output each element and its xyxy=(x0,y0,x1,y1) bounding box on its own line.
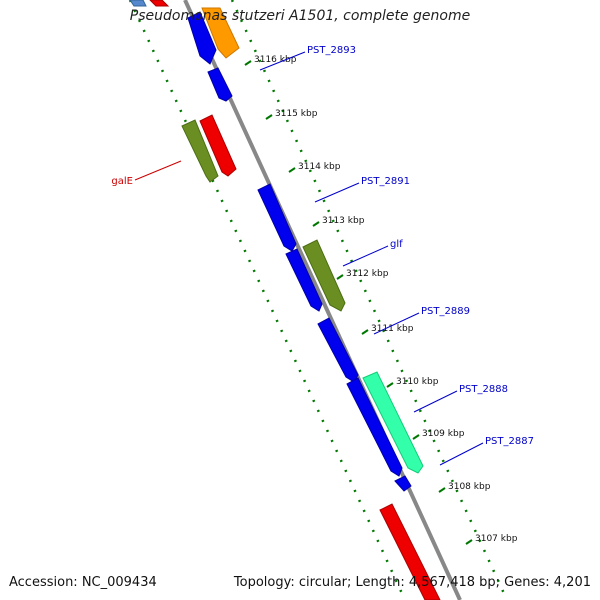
kbp-tick-mark xyxy=(244,60,252,66)
gene-label-connector xyxy=(413,390,458,413)
gene-blue-top xyxy=(129,0,147,7)
gene-aqua xyxy=(362,371,424,474)
gene-blue-pst2888 xyxy=(346,377,403,477)
gene-blue-top-left xyxy=(187,11,217,65)
gene-label-pst-2887[interactable]: PST_2887 xyxy=(485,436,534,447)
kbp-tick-mark xyxy=(386,382,394,388)
kbp-tick-label: 3108 kbp xyxy=(448,482,491,492)
kbp-tick-label: 3107 kbp xyxy=(475,534,518,544)
accession-text: Accession: NC_009434 xyxy=(9,575,157,590)
kbp-tick-mark xyxy=(465,539,473,545)
outer-dotted-guide-right xyxy=(230,0,509,600)
gene-label-connector xyxy=(314,182,360,203)
kbp-tick-label: 3115 kbp xyxy=(275,109,318,119)
kbp-tick-mark xyxy=(336,274,344,280)
gene-label-connector xyxy=(373,312,420,335)
gene-blue-pst2891 xyxy=(257,183,297,252)
gene-orange xyxy=(201,7,240,59)
gene-blue-pst2893b xyxy=(207,67,233,102)
gene-label-connector xyxy=(342,245,389,267)
gene-olive-glf xyxy=(302,239,346,312)
reverse-strand-features xyxy=(129,0,237,183)
gene-label-gale[interactable]: galE xyxy=(111,176,133,187)
gene-olive-galE xyxy=(181,119,219,183)
gene-red-top xyxy=(149,0,170,7)
genome-summary-text: Topology: circular; Length: 4,567,418 bp… xyxy=(233,575,591,590)
gene-label-connector xyxy=(439,442,484,466)
genome-title: Pseudomonas stutzeri A1501, complete gen… xyxy=(129,8,471,24)
kbp-tick-label: 3113 kbp xyxy=(322,216,365,226)
kbp-tick-label: 3111 kbp xyxy=(371,324,414,334)
gene-red-galE xyxy=(199,114,237,177)
gene-label-pst-2893[interactable]: PST_2893 xyxy=(307,45,356,56)
gene-label-pst-2888[interactable]: PST_2888 xyxy=(459,384,508,395)
kbp-tick-mark xyxy=(265,114,273,120)
kbp-tick-label: 3109 kbp xyxy=(422,429,465,439)
kbp-scale: 3116 kbp 3115 kbp 3114 kbp 3113 kbp 3112 kbp… xyxy=(244,55,518,545)
gene-label-connector xyxy=(134,160,182,181)
kbp-tick-mark xyxy=(412,434,420,440)
kbp-tick-label: 3110 kbp xyxy=(396,377,439,387)
kbp-tick-mark xyxy=(288,167,296,173)
outer-dotted-guide-left xyxy=(128,0,407,600)
gene-blue-pst2889 xyxy=(317,317,359,383)
kbp-tick-label: 3116 kbp xyxy=(254,55,297,65)
gene-blue-pst2890 xyxy=(285,248,323,312)
kbp-tick-mark xyxy=(438,487,446,493)
gene-label-pst-2891[interactable]: PST_2891 xyxy=(361,176,410,187)
kbp-tick-label: 3114 kbp xyxy=(298,162,341,172)
gene-label-connector xyxy=(259,51,306,71)
gene-red-bottom xyxy=(379,503,441,600)
gene-blue-small xyxy=(394,475,412,492)
kbp-tick-mark xyxy=(312,221,320,227)
kbp-tick-mark xyxy=(361,329,369,335)
forward-strand-features xyxy=(201,7,441,600)
kbp-tick-label: 3112 kbp xyxy=(346,269,389,279)
genome-backbone xyxy=(183,0,462,600)
gene-label-pst-2889[interactable]: PST_2889 xyxy=(421,306,470,317)
gene-label-glf[interactable]: glf xyxy=(390,239,403,250)
